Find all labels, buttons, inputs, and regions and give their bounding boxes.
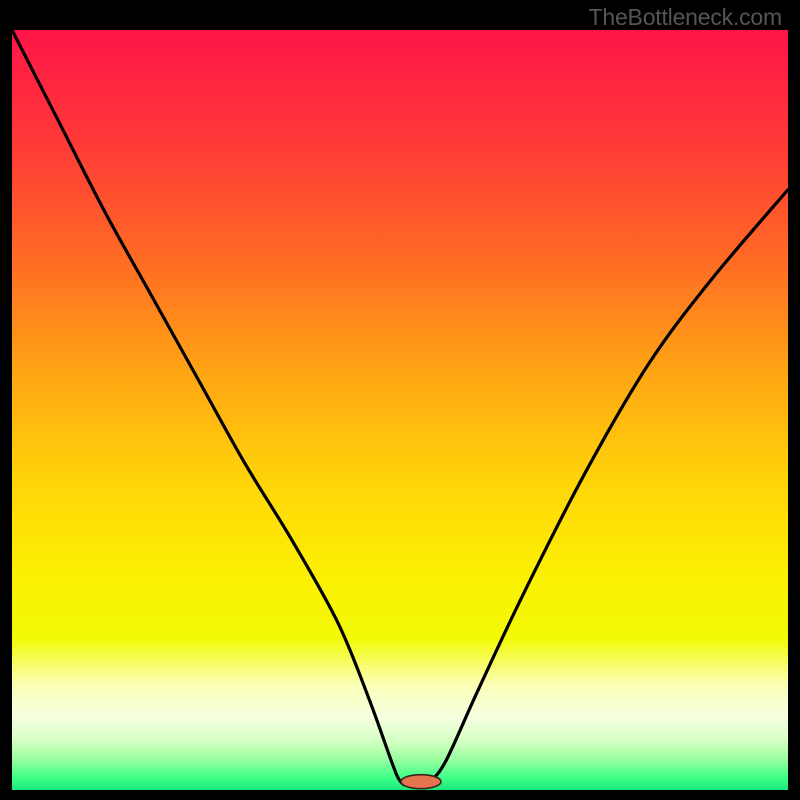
watermark-text: TheBottleneck.com xyxy=(589,4,782,31)
chart-background xyxy=(12,30,788,790)
optimal-point-marker xyxy=(401,775,441,789)
chart-container: TheBottleneck.com xyxy=(0,0,800,800)
bottleneck-chart xyxy=(0,0,800,800)
